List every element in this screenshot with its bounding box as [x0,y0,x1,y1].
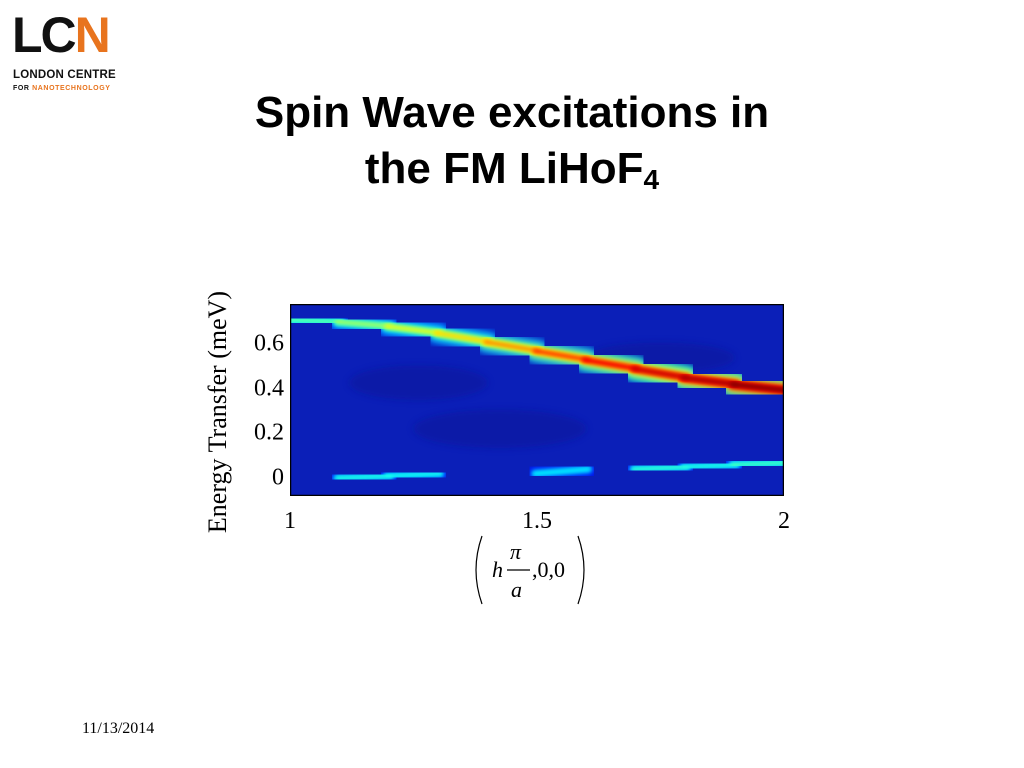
plot-border [290,304,784,496]
heatmap-texture [413,409,587,448]
y-tick-label: 0 [272,464,284,491]
spin-wave-band-lower [335,474,393,480]
y-tick-label: 0.6 [254,330,284,357]
y-tick-label: 0.4 [254,375,284,402]
logo-wordmark: LCN [12,7,111,63]
slide-title-line-1: Spin Wave excitations in [254,88,770,137]
heatmap-texture [349,365,488,400]
y-tick-label: 0.2 [254,419,284,446]
x-label-pi: π [510,539,522,564]
spin-wave-band-lower [681,462,739,469]
spin-wave-band-upper [434,330,492,344]
spin-wave-band-lower [631,465,690,472]
spin-wave-band-upper [532,348,591,362]
slide-date: 11/13/2014 [82,720,155,737]
spin-wave-band-upper [384,324,443,335]
spin-wave-band-upper [483,339,542,353]
spin-wave-band-upper [335,319,393,329]
title-subscript: 4 [643,164,660,195]
lcn-logo: LCN LONDON CENTRE FOR NANOTECHNOLOGY [12,10,128,104]
spin-wave-band-upper [680,375,739,387]
spin-wave-band-upper [582,357,641,371]
spin-wave-band-lower [533,467,591,476]
spin-wave-band-lower [384,471,443,478]
spin-wave-band-lower [730,461,784,467]
left-paren [475,535,483,605]
x-label-h: h [492,557,503,582]
spin-wave-band-upper [631,366,690,380]
right-paren [577,535,585,605]
slide-title-line-2: the FM LiHoF4 [364,144,660,195]
x-label-rest: ,0,0 [532,557,565,582]
x-tick-label: 2 [778,508,790,534]
y-axis-label: Energy Transfer (meV) [203,290,232,534]
x-axis-label: h π a ,0,0 [475,535,585,605]
logo-line-2: FOR NANOTECHNOLOGY [13,85,111,92]
x-tick-label: 1.5 [522,508,552,534]
heatmap-plot [290,304,784,496]
spin-wave-band-upper [290,318,344,324]
logo-line-1: LONDON CENTRE [13,69,116,81]
x-label-a: a [511,577,522,602]
x-tick-label: 1 [284,508,296,534]
